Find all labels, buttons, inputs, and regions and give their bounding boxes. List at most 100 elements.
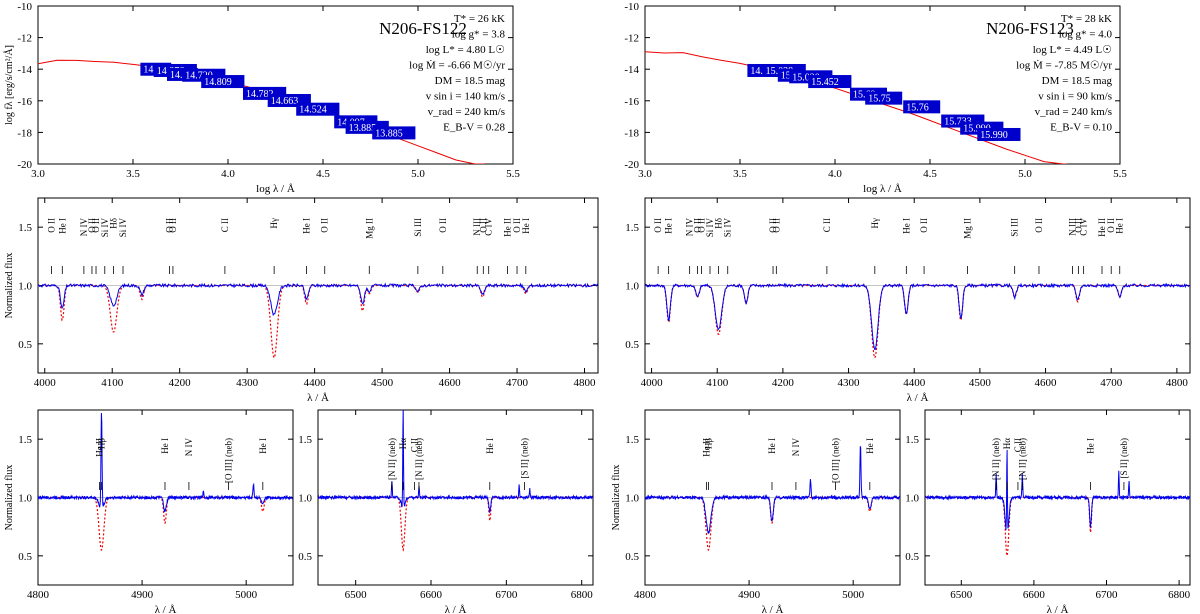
y-axis-label: log fλ [erg/s/cm²/Å] [3,45,15,125]
line-id: N IV [79,218,89,274]
photometry-label: 15.733 [944,117,972,128]
observed-spectrum [318,410,593,513]
x-tick-label: 6500 [950,589,973,601]
line-id-label: Hδ [109,218,119,229]
line-id-label: C II [409,438,419,452]
x-tick-label: 4100 [706,377,729,389]
line-id-label: O II [46,218,56,233]
line-id: [S II] (neb) [519,438,529,490]
line-id-label: [N II] (neb) [991,438,1001,480]
x-tick-label: 4300 [236,377,259,389]
line-id-label: [N II] (neb) [387,438,397,480]
y-tick-label: 0.5 [625,551,639,563]
y-tick-label: 0.5 [18,551,32,563]
line-id: C II [822,218,832,274]
line-id: O II [1106,218,1116,274]
line-id: He I [901,218,911,274]
line-id: O II [87,218,97,274]
line-id-label: O II [653,218,663,233]
y-axis-label: Normalized flux [4,465,15,531]
line-id-label: O II [1106,218,1116,233]
line-id-label: N III [1067,218,1077,236]
line-id-label: N IV [79,218,89,237]
x-tick-label: 6700 [1096,589,1119,601]
line-id-label: Hβ [96,438,106,449]
photometry-label: 15.990 [980,130,1008,141]
line-id: O II [438,218,448,274]
sed-model-curve [38,59,485,164]
y-tick-label: -14 [17,64,32,76]
line-id: He I [258,438,268,490]
x-tick-label: 5.0 [411,168,425,180]
x-axis-label: λ / Å [1047,604,1069,614]
stellar-parameter: log g* = 3.8 [452,29,506,41]
model-spectrum [645,496,900,551]
sed-panel-2: 3.0 3.5 4.0 4.5 5.0 5.5 -10 -12 -14 -16 -18 -20 log … [624,1,1127,195]
line-id: O II [696,218,706,274]
x-tick-label: 4.0 [221,168,235,180]
x-axis-label: λ / Å [445,604,467,614]
line-id-label: C II [822,218,832,232]
line-id-label: C II [220,218,230,232]
photometry-label: 15. [781,71,794,82]
line-id-label: O II [1073,218,1083,233]
y-tick-label: 1.5 [625,434,639,446]
line-id: O II [1034,218,1044,274]
y-tick-label: 0.5 [625,339,639,351]
line-id-label: O II [768,218,778,233]
y-tick-label: -20 [17,159,32,171]
x-tick-label: 5000 [842,589,865,601]
line-id-label: N III [472,218,482,236]
star-name: N206-FS123 [986,19,1074,38]
x-tick-label: 4700 [1100,377,1123,389]
stellar-parameter: log g* = 4.0 [1059,29,1113,41]
line-id: Hδ [109,218,119,274]
line-id: [O III] (neb) [223,438,233,490]
y-tick-label: -12 [17,33,32,45]
line-id: Hγ [870,218,880,274]
line-id-label: Hδ [714,218,724,229]
model-spectrum [38,496,293,551]
x-tick-label: 4800 [574,377,597,389]
photometry-label: 14.524 [299,105,327,116]
line-id-label: O II [168,218,178,233]
x-tick-label: 4800 [1166,377,1189,389]
photometry-box [903,100,941,114]
line-id-label: O II [165,218,175,233]
observed-spectrum [38,412,293,513]
spectrum-panel-3: 4800 4900 5000 0.5 1.0 1.5 λ / Å Normalized flu… [4,409,294,614]
line-id: Hα [1002,438,1012,490]
line-id: N IV [685,218,695,274]
y-tick-label: -18 [17,127,32,139]
y-tick-label: -18 [624,127,639,139]
line-id-label: N IV [184,438,194,457]
line-id: O II [165,218,175,274]
photometry-box [372,126,416,140]
line-id-label: He I [258,438,268,454]
photometry-label: 14.663 [271,96,299,107]
line-id-label: Si IV [705,218,715,238]
line-id: Si IV [705,218,715,274]
line-id-label: O II [696,218,706,233]
photometry-label: 14.782 [246,89,274,100]
y-tick-label: -10 [17,1,32,13]
line-id: Hγ [269,218,279,274]
line-id: [S II] (neb) [1119,438,1129,490]
line-id: O II [512,218,522,274]
stellar-parameter: v sin i = 140 km/s [426,91,505,103]
model-spectrum [318,496,593,552]
line-id: N IV [184,438,194,490]
x-tick-label: 5.5 [1113,168,1127,180]
line-id: C II [1013,438,1023,490]
line-id-label: He I [160,438,170,454]
line-id-label: He I [901,218,911,234]
x-tick-label: 4000 [641,377,664,389]
stellar-parameter: log Ṁ = -7.85 M☉/yr [1016,60,1112,72]
photometry-label: 14.720 [185,71,213,82]
line-id-label: He I [865,438,875,454]
stellar-parameter: v sin i = 90 km/s [1038,91,1112,103]
y-tick-label: -12 [624,33,639,45]
line-id-label: O II [693,218,703,233]
x-axis-label: λ / Å [155,604,177,614]
line-id-label: He I [302,218,312,234]
